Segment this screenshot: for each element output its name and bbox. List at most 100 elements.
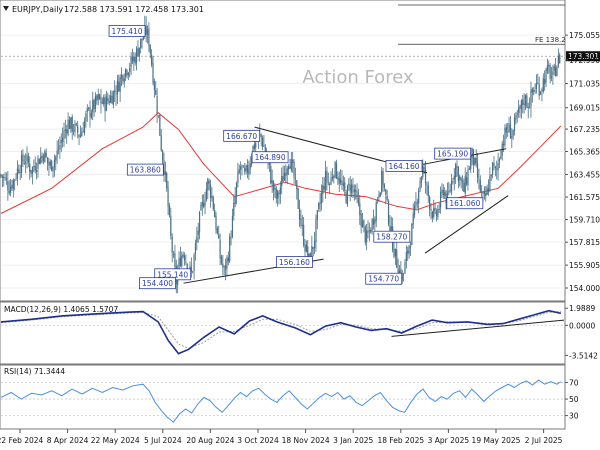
- candle-body: [461, 180, 464, 183]
- annotation-label: 155.140: [157, 270, 188, 279]
- candle-body: [129, 67, 131, 72]
- rsi-tick-label: 50: [569, 395, 579, 404]
- candle-body: [164, 171, 166, 176]
- candle-body: [60, 140, 62, 144]
- candle-body: [72, 130, 75, 132]
- candle-body: [513, 117, 516, 131]
- candle-body: [467, 169, 469, 186]
- candle-body: [4, 177, 6, 179]
- candle-body: [424, 169, 427, 184]
- rsi-panel: 70 50 30 RSI(14) 71.3444: [0, 364, 579, 430]
- candle-body: [530, 89, 532, 108]
- candle-body: [367, 230, 369, 233]
- candle-body: [489, 175, 491, 191]
- candle-body: [74, 123, 76, 133]
- candle-body: [89, 107, 91, 118]
- candle-body: [62, 137, 64, 142]
- candle-body: [490, 174, 492, 177]
- candle-body: [98, 94, 101, 99]
- candle-body: [153, 80, 155, 90]
- candle-body: [133, 56, 135, 62]
- candle-body: [207, 179, 209, 191]
- candle-body: [212, 196, 214, 210]
- macd-lines: [0, 309, 565, 355]
- rsi-tick-label: 70: [569, 379, 579, 388]
- macd-tick-label: -3.5142: [569, 351, 598, 360]
- candle-body: [459, 176, 461, 180]
- candle-body: [379, 192, 381, 197]
- price-tick-label: 163.455: [569, 170, 600, 179]
- candle-body: [37, 157, 39, 169]
- candle-body: [142, 37, 145, 40]
- candle-body: [557, 55, 559, 66]
- candle-body: [248, 168, 250, 175]
- candle-body: [385, 189, 387, 195]
- candle-body: [3, 176, 5, 179]
- candle-body: [103, 97, 105, 104]
- candle-body: [522, 99, 524, 105]
- candle-body: [346, 185, 349, 205]
- candle-body: [533, 90, 535, 92]
- candle-body: [235, 182, 238, 196]
- candle-body: [550, 76, 553, 78]
- candle-body: [493, 163, 495, 167]
- candle-body: [315, 219, 317, 243]
- candle-body: [350, 184, 353, 194]
- price-tick-label: 165.365: [569, 148, 600, 157]
- candle-body: [151, 54, 153, 65]
- candle-body: [86, 108, 88, 112]
- candle-body: [77, 125, 79, 133]
- candle-body: [125, 69, 127, 78]
- candle-body: [312, 246, 314, 250]
- annotation-label: 158.270: [376, 233, 407, 242]
- candle-body: [14, 179, 16, 181]
- candle-body: [114, 90, 116, 93]
- time-tick-label: 18 Nov 2024: [282, 436, 330, 445]
- candle-body: [277, 191, 279, 199]
- candle-body: [511, 135, 513, 139]
- candle-body: [509, 124, 512, 139]
- candle-body: [141, 38, 143, 41]
- candle-body: [167, 187, 169, 207]
- candle-body: [394, 248, 396, 256]
- candle-body: [46, 157, 49, 163]
- candle-body: [108, 100, 110, 104]
- candle-body: [366, 230, 368, 243]
- candle-body: [318, 203, 320, 210]
- candle-body: [474, 157, 476, 166]
- candle-body: [466, 177, 468, 185]
- candle-body: [405, 252, 407, 262]
- candle-body: [7, 181, 9, 191]
- candle-body: [82, 130, 84, 133]
- candle-body: [387, 200, 390, 225]
- candle-body: [40, 156, 42, 163]
- candle-body: [242, 166, 244, 168]
- candle-body: [52, 166, 54, 172]
- candle-body: [100, 97, 102, 104]
- candle-body: [18, 169, 20, 173]
- candle-body: [442, 189, 444, 195]
- current-price-tag: [566, 51, 600, 62]
- candle-body: [38, 159, 40, 165]
- candle-body: [512, 129, 514, 136]
- price-tick-label: 155.905: [569, 261, 600, 270]
- candle-body: [468, 168, 470, 170]
- candle-body: [105, 96, 108, 111]
- candle-body: [516, 113, 518, 115]
- candle-body: [337, 177, 339, 180]
- candle-body: [270, 166, 272, 184]
- candle-body: [126, 70, 128, 76]
- annotation-box: [139, 277, 176, 290]
- candle-body: [372, 218, 375, 225]
- candle-body: [323, 185, 325, 190]
- collapse-triangle-icon[interactable]: [3, 6, 9, 11]
- candle-body: [326, 170, 328, 182]
- candle-body: [531, 88, 533, 93]
- candle-body: [341, 180, 343, 185]
- candle-body: [268, 161, 271, 166]
- candle-body: [507, 131, 509, 133]
- candle-body: [233, 202, 235, 217]
- candle-body: [96, 95, 98, 101]
- candle-body: [218, 234, 220, 239]
